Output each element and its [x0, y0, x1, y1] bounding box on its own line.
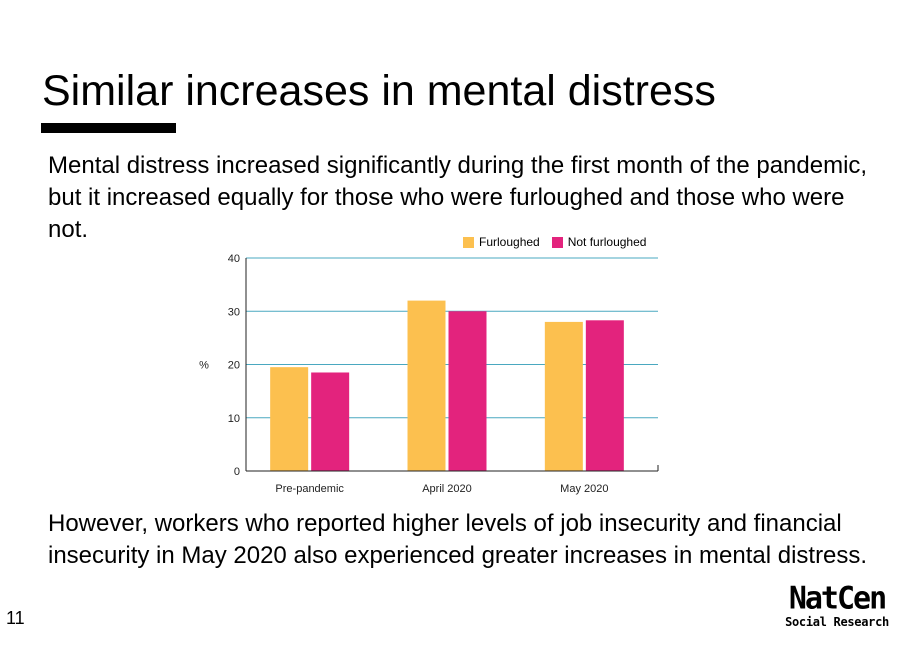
bar-not-furloughed: [585, 320, 624, 471]
bar-not-furloughed: [448, 311, 487, 471]
slide-title: Similar increases in mental distress: [42, 67, 716, 115]
natcen-logo: NatCen Social Research: [782, 580, 892, 629]
y-tick-label: 0: [234, 466, 240, 478]
chart-legend: Furloughed Not furloughed: [463, 235, 658, 249]
title-underline: [41, 123, 176, 133]
legend-swatch-furloughed: [463, 236, 474, 248]
bar-furloughed: [270, 367, 309, 471]
logo-main-text: NatCen: [788, 580, 887, 617]
bar-not-furloughed: [311, 372, 350, 471]
legend-item-furloughed: Furloughed: [463, 235, 540, 249]
x-tick-label: April 2020: [422, 483, 472, 495]
y-tick-label: 40: [228, 253, 240, 265]
legend-label-not-furloughed: Not furloughed: [567, 235, 647, 249]
y-tick-label: 30: [228, 306, 240, 318]
legend-swatch-not-furloughed: [551, 236, 563, 248]
legend-label-furloughed: Furloughed: [479, 235, 540, 249]
page-number: 11: [6, 608, 25, 628]
bar-chart: 0 10 20 30 40% Pre-pandemic April 2020 May 2020: [190, 230, 670, 500]
bar-furloughed: [407, 300, 446, 471]
y-tick-label: 20: [228, 360, 240, 372]
bar-furloughed: [544, 321, 583, 471]
x-tick-label: Pre-pandemic: [275, 483, 344, 495]
y-tick-label: 10: [228, 413, 240, 425]
intro-text: Mental distress increased significantly …: [48, 152, 868, 243]
logo-sub-text: Social Research: [785, 615, 889, 629]
chart-svg: 0 10 20 30 40% Pre-pandemic April 2020 May 2020: [199, 253, 659, 495]
legend-item-not-furloughed: Not furloughed: [551, 235, 647, 249]
y-axis-label: %: [199, 360, 209, 372]
x-tick-label: May 2020: [560, 483, 608, 495]
outro-text: However, workers who reported higher lev…: [48, 510, 868, 569]
